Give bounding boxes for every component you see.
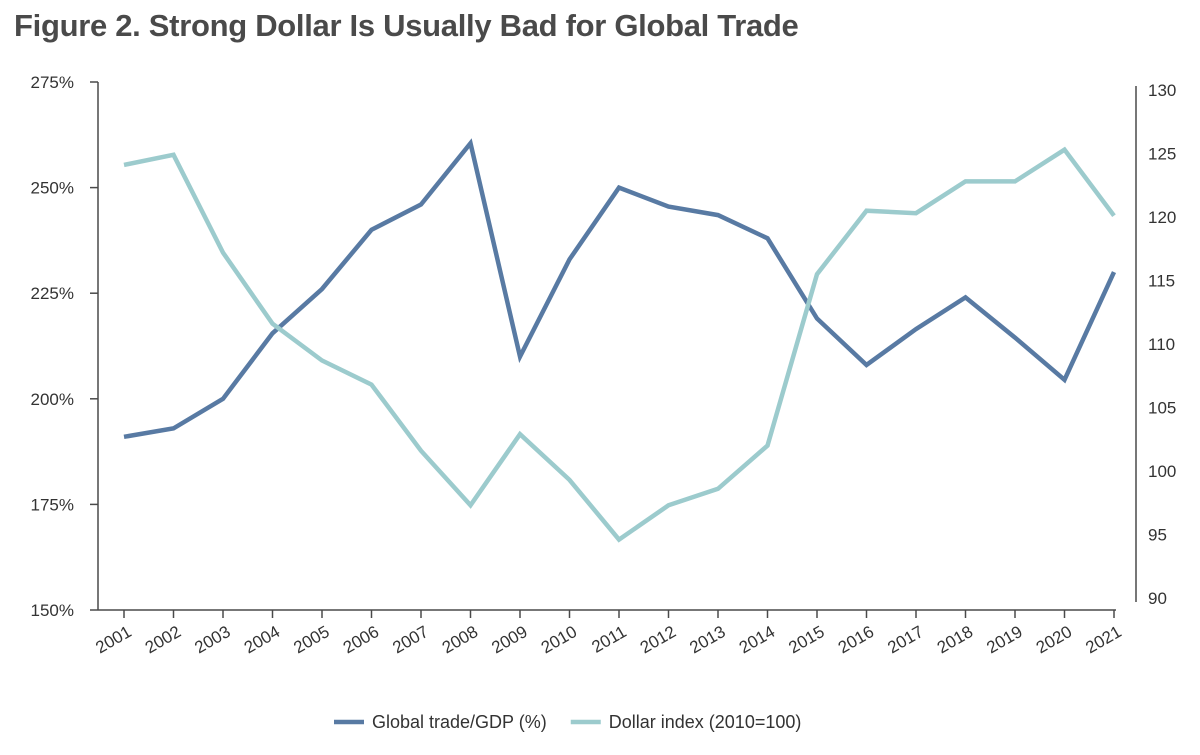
x-tick-label: 2020 <box>1033 622 1075 657</box>
x-tick-label: 2013 <box>686 622 728 657</box>
legend: Global trade/GDP (%) Dollar index (2010=1… <box>334 712 801 732</box>
x-tick-label: 2014 <box>736 622 778 657</box>
x-tick-label: 2007 <box>389 622 431 657</box>
x-tick-label: 2002 <box>142 622 184 657</box>
x-tick-label: 2010 <box>538 622 580 657</box>
chart-title: Figure 2. Strong Dollar Is Usually Bad f… <box>14 8 799 43</box>
legend-label: Global trade/GDP (%) <box>372 712 547 732</box>
x-tick-label: 2009 <box>488 622 530 657</box>
x-tick-label: 2005 <box>290 622 332 657</box>
y-right-tick-label: 125 <box>1148 145 1176 164</box>
y-right-tick-label: 105 <box>1148 399 1176 418</box>
x-tick-label: 2001 <box>92 622 134 657</box>
x-tick-label: 2011 <box>588 622 629 657</box>
x-tick-label: 2006 <box>340 622 382 657</box>
y-left-tick-label: 250% <box>31 179 74 198</box>
x-tick-label: 2012 <box>637 622 679 657</box>
x-tick-label: 2015 <box>785 622 827 657</box>
legend-label: Dollar index (2010=100) <box>609 712 802 732</box>
y-right-tick-label: 110 <box>1148 335 1175 354</box>
y-left-tick-label: 275% <box>31 73 74 92</box>
y-left-tick-label: 225% <box>31 284 74 303</box>
series-line-global-trade-gdp <box>123 138 1117 440</box>
series-lines <box>123 138 1117 543</box>
y-right-tick-label: 120 <box>1148 208 1176 227</box>
y-left-tick-label: 150% <box>31 601 74 620</box>
y-right-tick-label: 95 <box>1148 526 1167 545</box>
x-tick-label: 2003 <box>191 622 233 657</box>
x-tick-label: 2019 <box>983 622 1025 657</box>
x-tick-label: 2016 <box>835 622 877 657</box>
axes: 150% 175% 200% 225% 250% 275% 90 95 100 105 110 115… <box>31 73 1177 657</box>
x-tick-label: 2004 <box>241 622 283 657</box>
y-left-tick-label: 200% <box>31 390 74 409</box>
y-right-tick-label: 130 <box>1148 81 1176 100</box>
x-tick-label: 2018 <box>934 622 976 657</box>
x-tick-label: 2017 <box>884 622 926 657</box>
y-right-tick-label: 90 <box>1148 589 1167 608</box>
y-right-tick-label: 115 <box>1148 272 1175 291</box>
x-tick-label: 2021 <box>1082 622 1124 657</box>
x-tick-label: 2008 <box>439 622 481 657</box>
y-right-tick-label: 100 <box>1148 462 1176 481</box>
series-line-dollar-index-2010-100 <box>123 146 1116 543</box>
y-left-tick-label: 175% <box>31 495 74 514</box>
